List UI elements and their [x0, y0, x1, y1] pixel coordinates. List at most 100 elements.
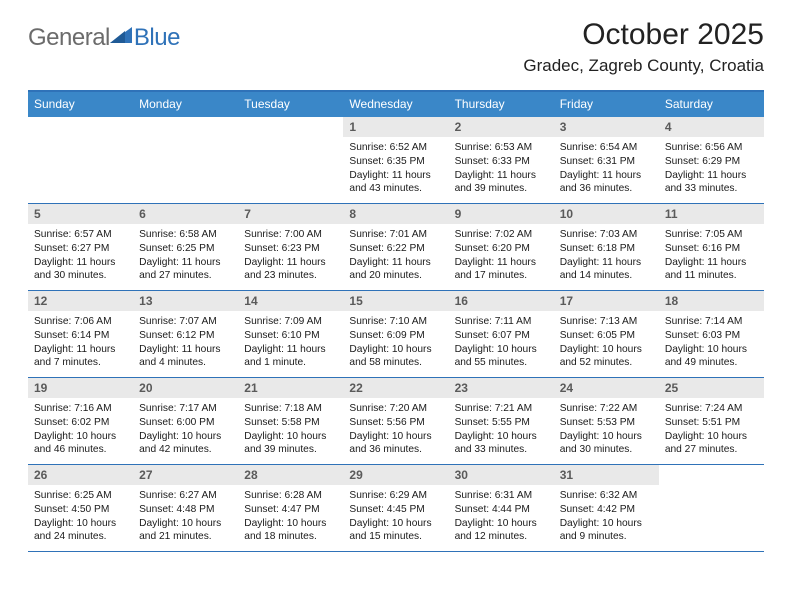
- day-line: Sunset: 6:07 PM: [455, 329, 548, 343]
- day-line: Sunrise: 7:14 AM: [665, 315, 758, 329]
- day-cell: 24Sunrise: 7:22 AMSunset: 5:53 PMDayligh…: [554, 378, 659, 464]
- day-line: Sunset: 6:25 PM: [139, 242, 232, 256]
- day-line: Sunrise: 7:18 AM: [244, 402, 337, 416]
- weekday-wednesday: Wednesday: [343, 92, 448, 117]
- day-cell: 27Sunrise: 6:27 AMSunset: 4:48 PMDayligh…: [133, 465, 238, 551]
- day-line: Daylight: 11 hours and 43 minutes.: [349, 169, 442, 197]
- day-line: Sunrise: 6:54 AM: [560, 141, 653, 155]
- day-line: Sunset: 5:55 PM: [455, 416, 548, 430]
- day-content: Sunrise: 7:21 AMSunset: 5:55 PMDaylight:…: [449, 398, 554, 463]
- logo-word-blue: Blue: [134, 24, 180, 52]
- day-cell: 18Sunrise: 7:14 AMSunset: 6:03 PMDayligh…: [659, 291, 764, 377]
- day-content: Sunrise: 7:03 AMSunset: 6:18 PMDaylight:…: [554, 224, 659, 289]
- day-content: Sunrise: 7:07 AMSunset: 6:12 PMDaylight:…: [133, 311, 238, 376]
- day-cell: 9Sunrise: 7:02 AMSunset: 6:20 PMDaylight…: [449, 204, 554, 290]
- day-line: Daylight: 10 hours and 49 minutes.: [665, 343, 758, 371]
- day-line: Sunrise: 6:29 AM: [349, 489, 442, 503]
- day-number: 11: [659, 204, 764, 224]
- header: General Blue October 2025 Gradec, Zagreb…: [28, 18, 764, 76]
- day-line: Daylight: 10 hours and 46 minutes.: [34, 430, 127, 458]
- day-cell: 12Sunrise: 7:06 AMSunset: 6:14 PMDayligh…: [28, 291, 133, 377]
- day-line: Sunset: 6:31 PM: [560, 155, 653, 169]
- day-content: Sunrise: 6:54 AMSunset: 6:31 PMDaylight:…: [554, 137, 659, 202]
- day-number: 21: [238, 378, 343, 398]
- day-number: 15: [343, 291, 448, 311]
- day-line: Sunset: 6:14 PM: [34, 329, 127, 343]
- day-number: 3: [554, 117, 659, 137]
- day-cell: 22Sunrise: 7:20 AMSunset: 5:56 PMDayligh…: [343, 378, 448, 464]
- day-line: Sunset: 6:23 PM: [244, 242, 337, 256]
- day-content: Sunrise: 7:13 AMSunset: 6:05 PMDaylight:…: [554, 311, 659, 376]
- day-content: Sunrise: 6:57 AMSunset: 6:27 PMDaylight:…: [28, 224, 133, 289]
- day-line: Sunrise: 6:27 AM: [139, 489, 232, 503]
- day-number: 14: [238, 291, 343, 311]
- calendar-body: ...1Sunrise: 6:52 AMSunset: 6:35 PMDayli…: [28, 117, 764, 552]
- day-line: Daylight: 11 hours and 36 minutes.: [560, 169, 653, 197]
- day-line: Daylight: 10 hours and 52 minutes.: [560, 343, 653, 371]
- day-line: Sunrise: 6:52 AM: [349, 141, 442, 155]
- day-number: 20: [133, 378, 238, 398]
- day-content: Sunrise: 6:27 AMSunset: 4:48 PMDaylight:…: [133, 485, 238, 550]
- day-content: Sunrise: 7:10 AMSunset: 6:09 PMDaylight:…: [343, 311, 448, 376]
- day-line: Sunset: 4:50 PM: [34, 503, 127, 517]
- day-line: Sunrise: 7:22 AM: [560, 402, 653, 416]
- day-number: 28: [238, 465, 343, 485]
- day-line: Sunrise: 7:10 AM: [349, 315, 442, 329]
- day-line: Sunset: 6:02 PM: [34, 416, 127, 430]
- month-title: October 2025: [523, 18, 764, 52]
- day-line: Sunrise: 6:57 AM: [34, 228, 127, 242]
- day-cell: 31Sunrise: 6:32 AMSunset: 4:42 PMDayligh…: [554, 465, 659, 551]
- day-number: 23: [449, 378, 554, 398]
- day-line: Daylight: 10 hours and 30 minutes.: [560, 430, 653, 458]
- day-line: Daylight: 11 hours and 14 minutes.: [560, 256, 653, 284]
- day-line: Sunset: 6:20 PM: [455, 242, 548, 256]
- week-row: 12Sunrise: 7:06 AMSunset: 6:14 PMDayligh…: [28, 291, 764, 378]
- day-cell: 21Sunrise: 7:18 AMSunset: 5:58 PMDayligh…: [238, 378, 343, 464]
- day-content: Sunrise: 6:58 AMSunset: 6:25 PMDaylight:…: [133, 224, 238, 289]
- day-line: Daylight: 11 hours and 17 minutes.: [455, 256, 548, 284]
- day-number: 31: [554, 465, 659, 485]
- day-line: Daylight: 11 hours and 20 minutes.: [349, 256, 442, 284]
- day-number: 22: [343, 378, 448, 398]
- day-cell: .: [238, 117, 343, 203]
- day-line: Sunrise: 7:24 AM: [665, 402, 758, 416]
- day-cell: 25Sunrise: 7:24 AMSunset: 5:51 PMDayligh…: [659, 378, 764, 464]
- day-number: 7: [238, 204, 343, 224]
- day-line: Daylight: 11 hours and 7 minutes.: [34, 343, 127, 371]
- day-content: Sunrise: 6:56 AMSunset: 6:29 PMDaylight:…: [659, 137, 764, 202]
- day-cell: 1Sunrise: 6:52 AMSunset: 6:35 PMDaylight…: [343, 117, 448, 203]
- day-line: Sunrise: 7:11 AM: [455, 315, 548, 329]
- day-cell: 16Sunrise: 7:11 AMSunset: 6:07 PMDayligh…: [449, 291, 554, 377]
- day-cell: 10Sunrise: 7:03 AMSunset: 6:18 PMDayligh…: [554, 204, 659, 290]
- week-row: ...1Sunrise: 6:52 AMSunset: 6:35 PMDayli…: [28, 117, 764, 204]
- weekday-monday: Monday: [133, 92, 238, 117]
- weekday-header-row: Sunday Monday Tuesday Wednesday Thursday…: [28, 92, 764, 117]
- day-line: Daylight: 10 hours and 36 minutes.: [349, 430, 442, 458]
- day-line: Sunset: 4:45 PM: [349, 503, 442, 517]
- day-line: Sunset: 6:22 PM: [349, 242, 442, 256]
- day-cell: 23Sunrise: 7:21 AMSunset: 5:55 PMDayligh…: [449, 378, 554, 464]
- day-content: Sunrise: 6:52 AMSunset: 6:35 PMDaylight:…: [343, 137, 448, 202]
- logo-word-general: General: [28, 24, 110, 52]
- day-line: Daylight: 11 hours and 39 minutes.: [455, 169, 548, 197]
- day-line: Sunrise: 7:21 AM: [455, 402, 548, 416]
- day-cell: 2Sunrise: 6:53 AMSunset: 6:33 PMDaylight…: [449, 117, 554, 203]
- day-line: Sunrise: 6:58 AM: [139, 228, 232, 242]
- day-line: Sunset: 6:10 PM: [244, 329, 337, 343]
- day-content: Sunrise: 7:02 AMSunset: 6:20 PMDaylight:…: [449, 224, 554, 289]
- day-line: Daylight: 10 hours and 18 minutes.: [244, 517, 337, 545]
- day-line: Sunrise: 6:25 AM: [34, 489, 127, 503]
- location-text: Gradec, Zagreb County, Croatia: [523, 56, 764, 76]
- logo-triangle-icon: [110, 25, 132, 50]
- day-cell: 26Sunrise: 6:25 AMSunset: 4:50 PMDayligh…: [28, 465, 133, 551]
- day-content: Sunrise: 7:00 AMSunset: 6:23 PMDaylight:…: [238, 224, 343, 289]
- day-line: Sunrise: 7:03 AM: [560, 228, 653, 242]
- day-cell: 5Sunrise: 6:57 AMSunset: 6:27 PMDaylight…: [28, 204, 133, 290]
- day-line: Sunrise: 7:02 AM: [455, 228, 548, 242]
- logo: General Blue: [28, 18, 180, 52]
- day-line: Sunset: 6:05 PM: [560, 329, 653, 343]
- day-line: Sunset: 5:51 PM: [665, 416, 758, 430]
- day-line: Daylight: 10 hours and 55 minutes.: [455, 343, 548, 371]
- day-content: Sunrise: 6:53 AMSunset: 6:33 PMDaylight:…: [449, 137, 554, 202]
- day-cell: 3Sunrise: 6:54 AMSunset: 6:31 PMDaylight…: [554, 117, 659, 203]
